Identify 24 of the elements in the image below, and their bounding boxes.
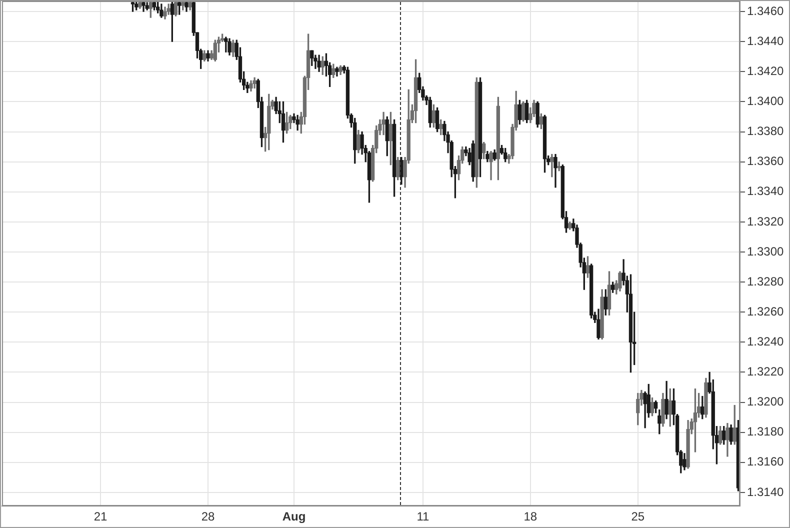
x-tick-label: 11 <box>416 510 430 524</box>
y-tick-label: 1.3460 <box>747 4 784 18</box>
y-tick-label: 1.3220 <box>747 364 784 379</box>
y-tick-label: 1.3260 <box>747 304 784 318</box>
x-tick-label: 18 <box>524 510 538 524</box>
y-tick-label: 1.3400 <box>747 94 784 108</box>
y-tick-label: 1.3380 <box>747 124 784 138</box>
y-tick-label: 1.3140 <box>747 484 784 499</box>
x-tick-label: Aug <box>282 510 306 524</box>
y-tick-label: 1.3420 <box>747 64 784 78</box>
x-tick-label: 21 <box>94 510 108 524</box>
y-tick-label: 1.3180 <box>747 424 784 439</box>
y-tick-label: 1.3360 <box>747 154 784 168</box>
candlestick <box>382 112 386 136</box>
x-tick-label: 25 <box>631 510 645 524</box>
y-tick-label: 1.3300 <box>747 244 784 258</box>
x-tick-label: 28 <box>201 510 215 524</box>
y-tick-label: 1.3440 <box>747 34 784 48</box>
y-tick-label: 1.3340 <box>747 184 784 198</box>
y-tick-label: 1.3240 <box>747 334 784 348</box>
y-tick-label: 1.3280 <box>747 274 784 288</box>
y-tick-label: 1.3320 <box>747 214 784 228</box>
y-tick-label: 1.3160 <box>747 454 784 469</box>
y-tick-label: 1.3200 <box>747 394 784 409</box>
